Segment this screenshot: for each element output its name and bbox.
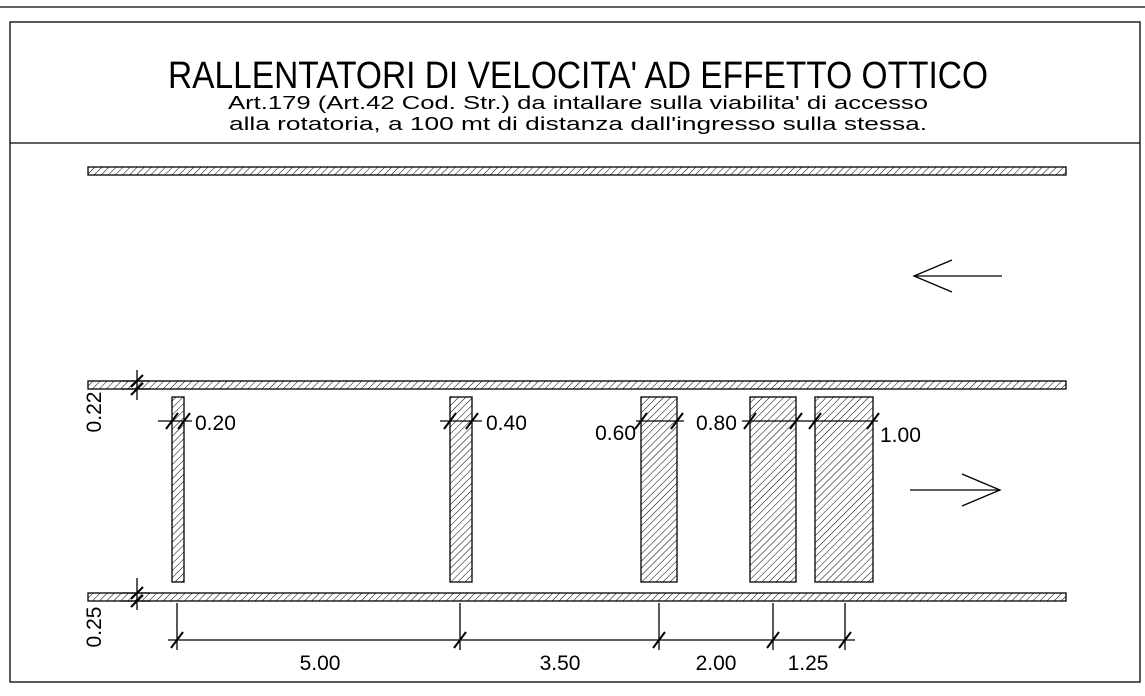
width-label: 0.40 (486, 412, 527, 435)
width-label: 1.00 (880, 424, 921, 447)
speed-bar (171, 396, 185, 583)
stripe-label: 0.22 (83, 392, 106, 433)
spacing-label: 3.50 (540, 652, 581, 675)
speed-bar (814, 396, 874, 583)
spacing-label: 5.00 (300, 652, 341, 675)
width-label: 0.80 (696, 412, 737, 435)
spacing-dimension (168, 603, 855, 650)
speed-bar (640, 396, 678, 583)
dimension-ticks (165, 412, 880, 430)
spacing-label: 1.25 (788, 652, 829, 675)
spacing-label: 2.00 (696, 652, 737, 675)
dimension-ticks (170, 631, 852, 649)
road-stripe (87, 592, 1067, 602)
road-stripe (87, 166, 1067, 176)
title: RALLENTATORI DI VELOCITA' AD EFFETTO OTT… (168, 55, 988, 97)
road-stripe (87, 380, 1067, 390)
stripe-dimension (122, 370, 150, 610)
frame (9, 21, 1141, 683)
subtitle-line: alla rotatoria, a 100 mt di distanza dal… (229, 114, 927, 134)
speed-bar (449, 396, 473, 583)
speed-bar (749, 396, 797, 583)
dimension-ticks (130, 374, 144, 608)
arrow-right (910, 473, 1002, 507)
width-label: 0.20 (195, 412, 236, 435)
subtitle-line: Art.179 (Art.42 Cod. Str.) da intallare … (228, 93, 928, 113)
width-label: 0.60 (595, 422, 636, 445)
arrow-left (912, 259, 1002, 293)
stripe-label: 0.25 (83, 607, 106, 648)
